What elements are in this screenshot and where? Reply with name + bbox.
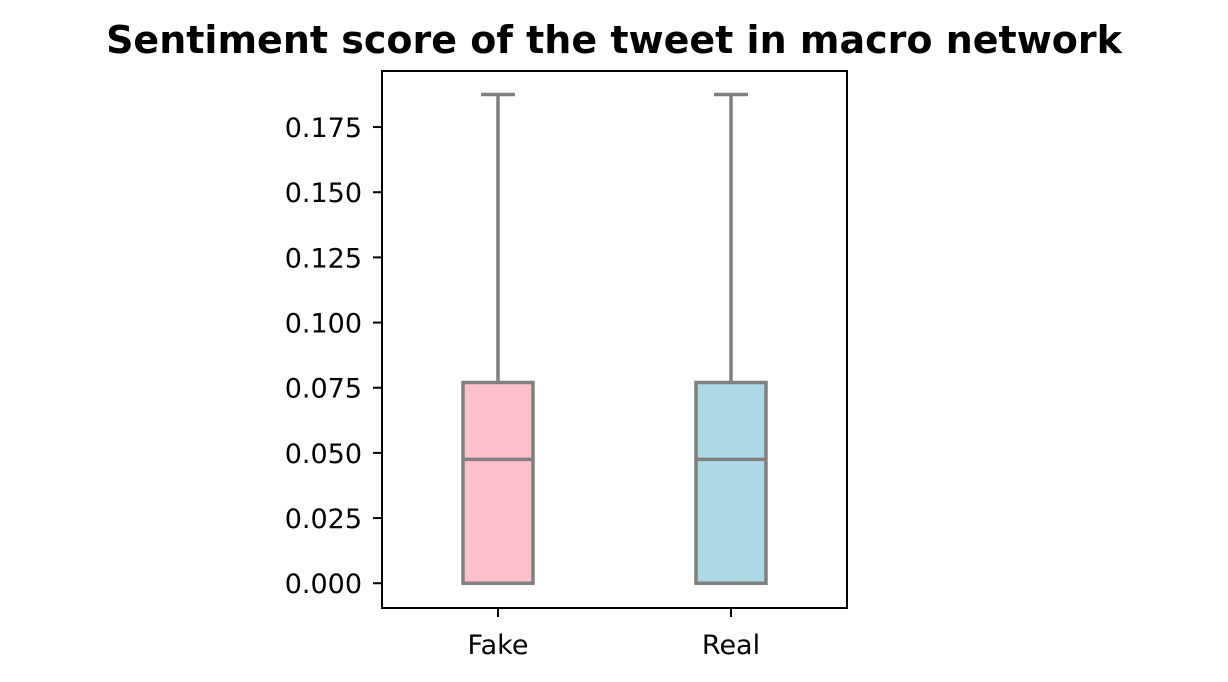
- box-real: [694, 92, 768, 585]
- y-tick-label: 0.150: [285, 178, 362, 209]
- y-tick-label: 0.000: [285, 569, 362, 600]
- y-tick-label: 0.100: [285, 309, 362, 340]
- x-tick-label: Real: [702, 630, 760, 661]
- y-tick-label: 0.175: [285, 113, 362, 144]
- axes: 0.000 0.025 0.050 0.075 0.100 0.125 0.150 0.175…: [285, 70, 848, 661]
- iqr-box: [461, 380, 535, 585]
- plot-frame: [381, 70, 848, 609]
- box-fake: [461, 92, 535, 585]
- chart-title: Sentiment score of the tweet in macro ne…: [106, 18, 1123, 62]
- y-tick-label: 0.025: [285, 504, 362, 535]
- y-tick-label: 0.125: [285, 243, 362, 274]
- plot-marks: [461, 92, 768, 585]
- y-tick-label: 0.075: [285, 374, 362, 405]
- y-tick-label: 0.050: [285, 439, 362, 470]
- x-tick-label: Fake: [468, 630, 529, 661]
- iqr-box: [694, 380, 768, 585]
